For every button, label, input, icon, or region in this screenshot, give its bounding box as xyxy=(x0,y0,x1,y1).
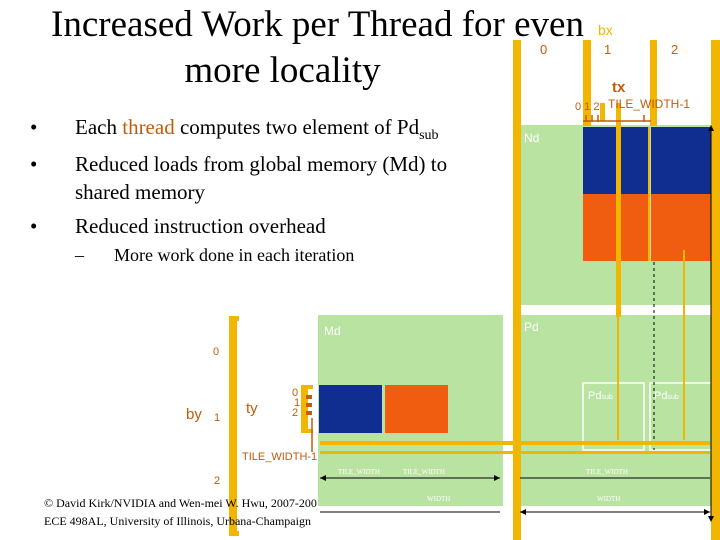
bullet-item: • Reduced instruction overhead xyxy=(30,214,326,238)
highlight-thread: thread xyxy=(122,115,175,139)
by-tick-0: 0 xyxy=(213,346,220,358)
pdsub-right-label: Pdsub xyxy=(654,390,679,402)
bullet-list: • Each thread computes two element of Pd… xyxy=(30,113,510,240)
footer-copyright: © David Kirk/NVIDIA and Wen-mei W. Hwu, … xyxy=(44,496,317,528)
tile-width-small-label: TILE_WIDTH xyxy=(586,468,628,476)
width-small-label: WIDTH xyxy=(427,495,451,503)
md-orange-tile xyxy=(385,385,448,433)
bullet-dot: • xyxy=(30,214,38,238)
tx-label: tx xyxy=(612,79,626,96)
nd-blue-tile-right xyxy=(651,127,720,194)
nd-label: Nd xyxy=(524,131,540,145)
ty-tick-1: 1 xyxy=(294,397,301,409)
title-line-1: Increased Work per Thread for even xyxy=(51,4,584,45)
bx-label: bx xyxy=(598,22,613,38)
pd-label: Pd xyxy=(524,320,539,334)
tile-width-1-top: TILE_WIDTH-1 xyxy=(608,97,691,111)
title-line-2: more locality xyxy=(184,50,381,91)
ty-label: ty xyxy=(246,400,258,417)
pdsub-box-right xyxy=(649,382,715,451)
md-blue-tile xyxy=(319,385,382,433)
by-tick-2: 2 xyxy=(214,475,221,487)
pdsub-box-left xyxy=(582,382,645,451)
tile-width-1-left: TILE_WIDTH-1 xyxy=(242,451,318,463)
ty-tick-0: 0 xyxy=(292,387,299,399)
bullet-item: • Reduced loads from global memory (Md) … xyxy=(30,152,448,204)
bullet-dot: • xyxy=(30,152,38,176)
bullet-item: • Each thread computes two element of Pd… xyxy=(30,115,439,143)
bx-tick-2: 2 xyxy=(671,42,679,57)
md-label: Md xyxy=(324,324,341,338)
bx-tick-0: 0 xyxy=(540,42,548,57)
width-small-label: WIDTH xyxy=(597,495,621,503)
tile-width-small-label: TILE_WIDTH xyxy=(338,468,380,476)
tx-ticks: 0 1 2 xyxy=(575,101,600,113)
sub-bullet: – More work done in each iteration xyxy=(75,245,355,265)
by-tick-1: 1 xyxy=(214,412,221,424)
tile-width-small-label: TILE_WIDTH xyxy=(403,468,445,476)
slide-title: Increased Work per Thread for even more … xyxy=(0,2,720,94)
by-label: by xyxy=(186,406,202,423)
bullet-dot: • xyxy=(30,115,38,139)
nd-orange-tile-right xyxy=(651,194,720,261)
pdsub-left-label: Pdsub xyxy=(588,390,613,402)
ty-tick-2: 2 xyxy=(292,407,299,419)
bx-tick-1: 1 xyxy=(604,42,612,57)
